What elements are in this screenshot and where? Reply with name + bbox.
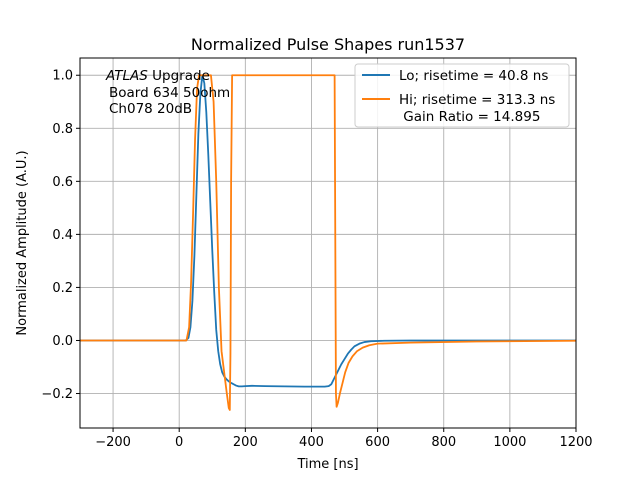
axis-ticks: −200 0 200 400 600 800 1000 1200 −0.2 0.0 0.2 0.4 0.…	[41, 69, 592, 450]
series-layer	[80, 74, 576, 411]
y-tick-label: 0.4	[52, 228, 73, 243]
y-tick-label: 0.0	[52, 334, 73, 349]
y-tick-label: −0.2	[41, 387, 73, 402]
y-tick-label: 0.8	[52, 122, 73, 137]
y-tick-label: 0.2	[52, 281, 73, 296]
chart-title: Normalized Pulse Shapes run1537	[191, 35, 465, 54]
annotation-text: ATLAS Upgrade Board 634 50ohm Ch078 20dB	[105, 68, 230, 117]
x-tick-label: 1200	[559, 435, 592, 450]
legend-label-lo: Lo; risetime = 40.8 ns	[399, 68, 548, 84]
annotation-line-3: Ch078 20dB	[109, 101, 192, 117]
y-tick-label: 1.0	[52, 69, 73, 84]
series-line-lo	[80, 74, 576, 388]
x-tick-label: 800	[431, 435, 456, 450]
y-axis-title: Normalized Amplitude (A.U.)	[15, 150, 30, 335]
annotation-atlas: ATLAS	[105, 68, 148, 84]
legend: Lo; risetime = 40.8 ns Hi; risetime = 31…	[354, 63, 570, 128]
plot-frame	[79, 57, 577, 429]
annotation-upgrade: Upgrade	[148, 68, 210, 84]
x-tick-label: 200	[233, 435, 258, 450]
legend-box	[354, 63, 570, 128]
x-tick-label: 400	[299, 435, 324, 450]
legend-label-hi: Hi; risetime = 313.3 ns	[399, 92, 555, 108]
y-tick-label: 0.6	[52, 175, 73, 190]
x-tick-label: −200	[95, 435, 131, 450]
annotation-line-1: ATLAS Upgrade	[105, 68, 210, 84]
legend-label-hi-gain: Gain Ratio = 14.895	[399, 109, 540, 125]
series-line-hi	[80, 74, 576, 411]
annotation-line-2: Board 634 50ohm	[109, 85, 230, 101]
x-tick-label: 600	[365, 435, 390, 450]
x-axis-title: Time [ns]	[296, 457, 358, 472]
x-tick-label: 0	[175, 435, 183, 450]
x-tick-label: 1000	[493, 435, 526, 450]
